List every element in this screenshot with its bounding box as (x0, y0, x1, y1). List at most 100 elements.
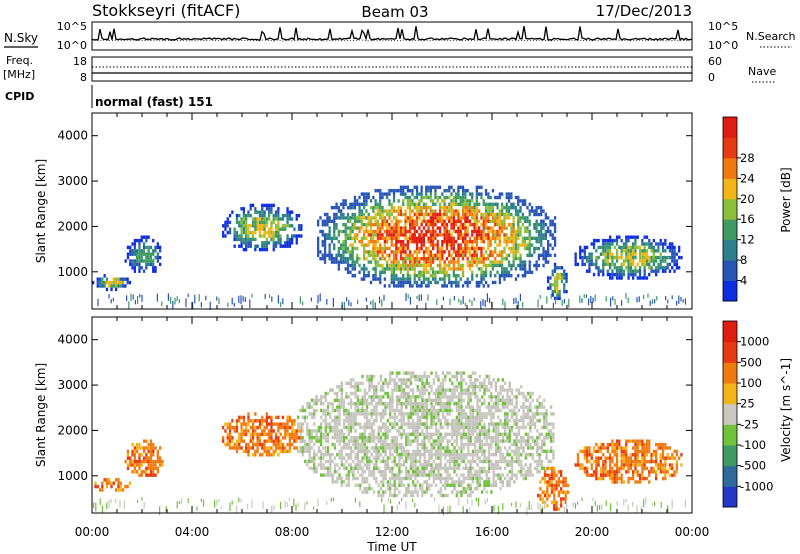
echo-cell (414, 429, 417, 433)
echo-cell (338, 429, 341, 433)
echo-cell (131, 470, 134, 474)
echo-cell (129, 456, 132, 460)
echo-cell (367, 219, 370, 223)
echo-cell (453, 446, 456, 450)
echo-cell (317, 236, 320, 240)
echo-cell (131, 459, 134, 464)
echo-cell (328, 226, 331, 230)
echo-cell (634, 245, 637, 250)
echo-cell (443, 223, 446, 227)
echo-cell (251, 220, 255, 225)
echo-cell (428, 425, 431, 430)
echo-cell (328, 246, 331, 251)
echo-cell (413, 270, 416, 274)
echo-cell (434, 243, 437, 247)
echo-cell (467, 388, 470, 392)
echo-cell (482, 236, 485, 240)
echo-cell (448, 378, 452, 382)
echo-cell (460, 415, 463, 419)
echo-cell (432, 480, 435, 484)
echo-cell (487, 219, 490, 223)
echo-cell (441, 436, 445, 440)
echo-cell (494, 385, 498, 389)
echo-cell (397, 260, 400, 264)
echo-cell (468, 223, 472, 227)
echo-cell (119, 488, 122, 492)
echo-cell (556, 286, 559, 290)
echo-cell (145, 245, 148, 250)
clutter-cell (636, 297, 638, 303)
echo-cell (363, 439, 366, 443)
echo-cell (300, 234, 303, 238)
echo-cell (560, 272, 564, 277)
clutter-cell (233, 302, 235, 307)
echo-cell (441, 395, 445, 399)
echo-cell (242, 217, 245, 221)
echo-cell (342, 206, 345, 210)
echo-cell (360, 267, 363, 271)
echo-cell (421, 463, 424, 467)
echo-cell (474, 395, 477, 399)
echo-cell (366, 374, 369, 379)
echo-cell (402, 493, 406, 498)
echo-cell (411, 267, 414, 271)
echo-cell (374, 240, 377, 244)
echo-cell (476, 436, 479, 440)
echo-cell (356, 408, 360, 413)
echo-cell (445, 206, 449, 210)
echo-cell (510, 202, 513, 206)
echo-cell (464, 442, 468, 447)
echo-cell (343, 412, 346, 416)
echo-cell (455, 202, 458, 206)
echo-cell (303, 446, 307, 450)
echo-cell (415, 236, 419, 240)
echo-cell (474, 385, 477, 389)
echo-cell (352, 422, 355, 426)
echo-cell (422, 274, 426, 278)
echo-cell (460, 412, 463, 416)
echo-cell (347, 425, 350, 430)
echo-cell (474, 371, 477, 375)
echo-cell (340, 453, 343, 457)
echo-cell (482, 257, 485, 261)
echo-cell (351, 274, 354, 278)
echo-cell (478, 233, 481, 237)
echo-cell (103, 284, 106, 288)
echo-cell (347, 439, 350, 443)
echo-cell (390, 209, 393, 213)
echo-cell (284, 213, 287, 218)
echo-cell (142, 235, 146, 239)
echo-cell (461, 236, 465, 240)
echo-cell (484, 274, 488, 278)
echo-cell (381, 216, 384, 220)
clutter-cell (515, 297, 517, 304)
echo-cell (249, 237, 252, 242)
echo-cell (673, 259, 676, 263)
echo-cell (279, 439, 282, 443)
echo-cell (455, 456, 458, 460)
echo-cell (398, 388, 401, 392)
echo-cell (399, 226, 403, 230)
echo-cell (466, 212, 469, 217)
echo-cell (459, 219, 462, 223)
echo-cell (448, 236, 451, 240)
echo-cell (245, 234, 248, 238)
echo-cell (558, 272, 561, 277)
echo-cell (372, 243, 375, 247)
echo-cell (448, 267, 451, 271)
echo-cell (409, 284, 412, 288)
echo-cell (279, 217, 282, 221)
echo-cell (505, 257, 508, 261)
echo-cell (368, 395, 371, 399)
echo-cell (291, 419, 294, 423)
echo-cell (277, 429, 280, 433)
echo-cell (317, 398, 320, 402)
echo-cell (299, 449, 302, 453)
echo-cell (349, 470, 353, 474)
echo-cell (487, 216, 490, 220)
echo-cell (233, 244, 236, 248)
echo-cell (627, 272, 630, 277)
echo-cell (467, 425, 470, 430)
clutter-cell (555, 298, 557, 305)
echo-cell (412, 493, 415, 498)
